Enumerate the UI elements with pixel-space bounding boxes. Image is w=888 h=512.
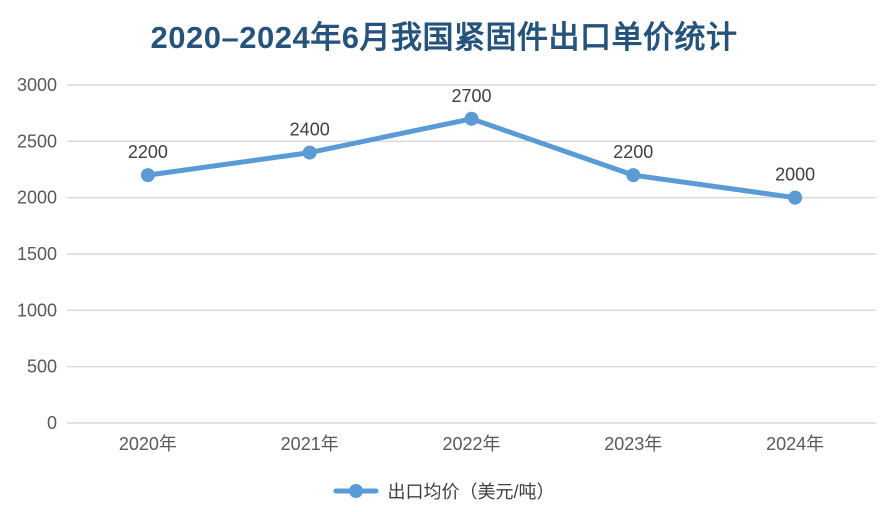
data-point-marker	[788, 190, 803, 205]
legend-line-marker-icon	[333, 484, 379, 498]
series-line	[145, 116, 798, 201]
x-tick-label: 2022年	[442, 434, 500, 454]
legend-dot	[349, 484, 364, 498]
chart-title: 2020–2024年6月我国紧固件出口单价统计	[150, 20, 738, 55]
x-tick-label: 2020年	[119, 434, 177, 454]
x-tick-label: 2023年	[604, 434, 662, 454]
data-label: 2400	[290, 120, 330, 140]
data-point-marker	[140, 168, 155, 183]
legend: 出口均价（美元/吨）	[0, 478, 888, 504]
y-tick-label: 2500	[17, 131, 57, 151]
data-label: 2200	[128, 142, 168, 162]
x-tick-label: 2024年	[766, 434, 824, 454]
x-tick-label: 2021年	[281, 434, 339, 454]
data-point-marker	[626, 168, 641, 183]
data-label: 2200	[613, 142, 653, 162]
y-tick-label: 1000	[17, 300, 57, 320]
y-tick-label: 1500	[17, 244, 57, 264]
y-tick-label: 0	[47, 413, 57, 433]
y-tick-label: 2000	[17, 188, 57, 208]
y-tick-label: 3000	[17, 75, 57, 95]
y-tick-label: 500	[27, 357, 57, 377]
data-point-marker	[302, 145, 317, 160]
data-point-marker	[464, 111, 479, 126]
legend-series-label: 出口均价（美元/吨）	[387, 482, 555, 502]
data-label: 2000	[775, 165, 815, 185]
data-label: 2700	[451, 86, 491, 106]
